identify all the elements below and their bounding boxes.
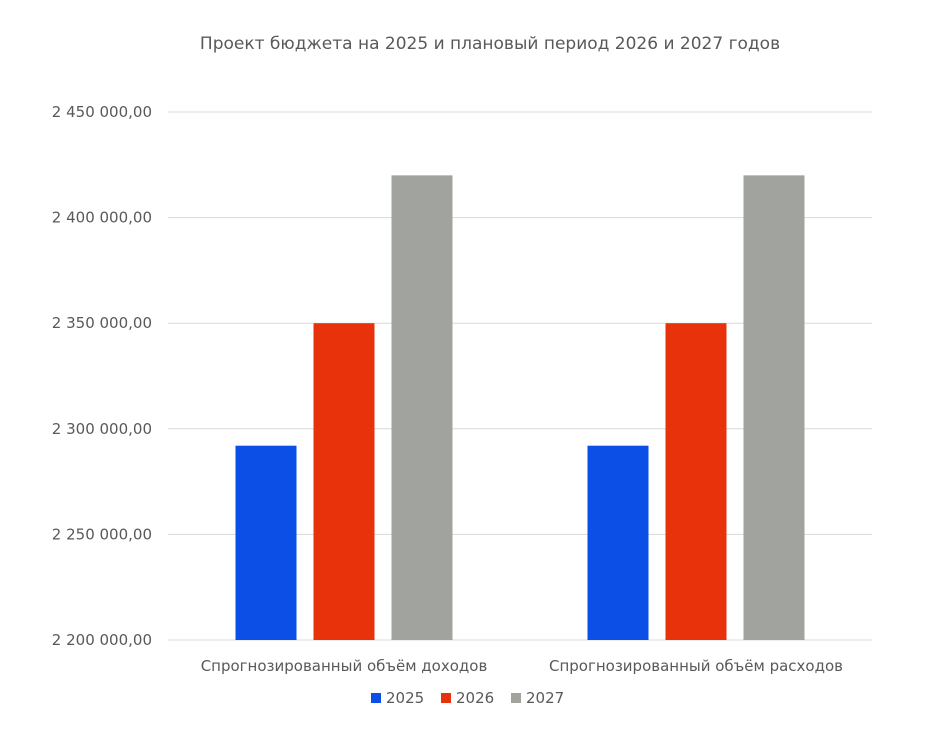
y-tick-label: 2 450 000,00: [52, 103, 152, 121]
y-tick-label: 2 250 000,00: [52, 525, 152, 543]
legend: 2025 2026 2027: [371, 689, 564, 707]
x-category-label: Спрогнозированный объём расходов: [549, 657, 843, 675]
bar-2025-income: [235, 445, 297, 640]
x-category-label: Спрогнозированный объём доходов: [201, 657, 488, 675]
bar-2027-expense: [743, 175, 805, 641]
legend-swatch-2027: [511, 693, 521, 703]
legend-label-2027: 2027: [526, 689, 564, 707]
bar-2026-income: [313, 323, 375, 640]
bar-2026-expense: [665, 323, 727, 640]
y-tick-label: 2 200 000,00: [52, 631, 152, 649]
y-tick-label: 2 350 000,00: [52, 314, 152, 332]
y-tick-label: 2 300 000,00: [52, 420, 152, 438]
y-axis-tick-labels: 2 200 000,00 2 250 000,00 2 300 000,00 2 35…: [52, 103, 152, 649]
bar-2025-expense: [587, 445, 649, 640]
legend-swatch-2026: [441, 693, 451, 703]
category-labels: Спрогнозированный объём доходов Спрогнози…: [201, 657, 843, 675]
y-tick-label: 2 400 000,00: [52, 209, 152, 227]
chart-title: Проект бюджета на 2025 и плановый период…: [200, 34, 780, 54]
bar-2027-income: [391, 175, 453, 641]
legend-swatch-2025: [371, 693, 381, 703]
bars: [235, 175, 805, 641]
legend-label-2025: 2025: [386, 689, 424, 707]
legend-label-2026: 2026: [456, 689, 494, 707]
